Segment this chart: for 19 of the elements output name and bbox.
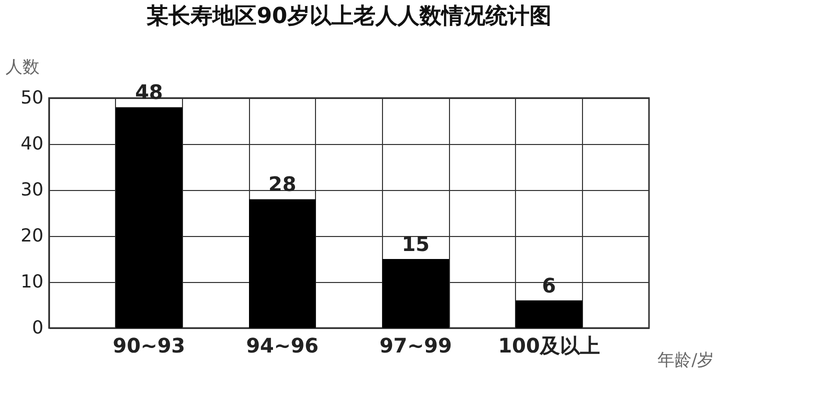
bar (249, 199, 316, 328)
y-tick-label: 40 (20, 134, 44, 154)
y-tick-label: 30 (20, 180, 44, 200)
bar (116, 107, 182, 328)
data-label: 28 (268, 172, 296, 196)
x-axis-title: 年龄/岁 (658, 350, 714, 370)
y-tick-label: 10 (20, 272, 44, 292)
bar (516, 300, 582, 328)
x-tick-label: 90~93 (112, 334, 186, 358)
x-tick-label: 100及以上 (498, 334, 600, 358)
bar (382, 259, 449, 328)
chart-title: 某长寿地区90岁以上老人人数情况统计图 (146, 3, 552, 29)
y-tick-label: 50 (20, 88, 44, 108)
x-tick-label: 94~96 (246, 334, 319, 358)
y-axis-title: 人数 (6, 58, 40, 78)
y-tick-label: 20 (20, 226, 44, 246)
data-label: 15 (402, 232, 430, 256)
x-tick-label: 97~99 (379, 334, 452, 358)
y-tick-label: 0 (32, 318, 44, 338)
